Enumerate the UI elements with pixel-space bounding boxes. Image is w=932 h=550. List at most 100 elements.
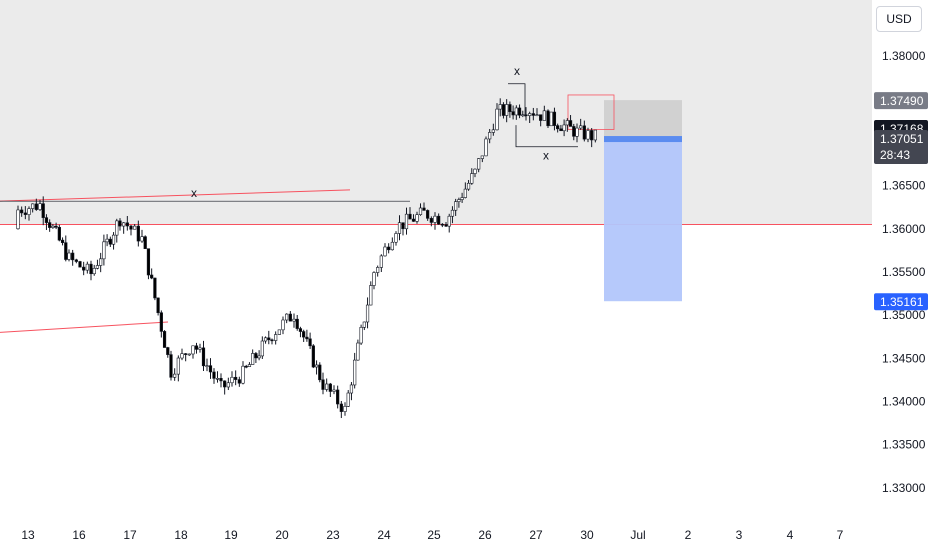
candle-body (480, 155, 484, 159)
candle-body (23, 212, 27, 215)
candle-body (241, 365, 245, 384)
supply-box (567, 94, 615, 130)
background-layer (0, 0, 872, 225)
candle-body (404, 213, 409, 230)
candle-body (208, 365, 213, 373)
candle-body (16, 209, 20, 230)
time-axis[interactable]: 13 16 17 18 19 20 23 24 25 26 27 30 Jul 2 3 4 7 (21, 528, 843, 542)
candle-body (426, 210, 430, 219)
price-axis-bg (872, 0, 932, 550)
candle-body (365, 304, 370, 323)
candle-body (422, 207, 426, 211)
candle-body (143, 236, 147, 249)
candle-body (463, 188, 467, 198)
time-tick-label: 7 (837, 528, 844, 542)
candle-body (292, 318, 296, 322)
candle-body (539, 114, 543, 121)
price-tag-label: 1.37490 (880, 94, 924, 108)
candle-body (44, 217, 49, 223)
candle-body (51, 225, 55, 228)
candle-body (99, 258, 103, 266)
candle-body (343, 406, 347, 412)
candle-body (546, 110, 550, 127)
candle-body (511, 111, 515, 116)
candle-body (473, 168, 477, 174)
candle-body (311, 345, 315, 368)
time-tick-label: Jul (630, 528, 645, 542)
candle-body (180, 353, 184, 359)
candle-body (219, 378, 223, 382)
time-tick-label: 27 (529, 528, 543, 542)
candle-body (383, 246, 387, 257)
annotation-x: x (543, 149, 549, 163)
price-tick-label: 1.35500 (882, 265, 926, 279)
candle-body (159, 312, 163, 332)
lower-trendline (0, 321, 169, 333)
high-bracket (508, 83, 526, 117)
price-tick-label: 1.33500 (882, 438, 926, 452)
candle-body (247, 364, 252, 367)
candle-body (501, 104, 506, 116)
candle-body (302, 331, 306, 338)
candle-body (498, 104, 502, 110)
candle-body (150, 274, 154, 279)
time-tick-label: 18 (174, 528, 188, 542)
candle-body (184, 353, 188, 355)
candle-body (593, 129, 597, 141)
candle-body (524, 114, 528, 117)
candle-body (201, 347, 206, 367)
candle-body (457, 199, 461, 202)
candle-body (411, 218, 416, 222)
candle-body (379, 255, 383, 268)
candle-body (514, 107, 518, 116)
candle-body (74, 259, 78, 262)
candle-body (397, 222, 402, 234)
stop-zone (604, 100, 682, 139)
countdown-label: 28:43 (880, 148, 910, 162)
candle-body (484, 138, 488, 157)
candle-body (305, 336, 309, 340)
candle-body (191, 345, 195, 355)
candle-body (257, 355, 261, 359)
candle-body (187, 353, 191, 356)
time-tick-label: 19 (224, 528, 238, 542)
price-tick-label: 1.36500 (882, 179, 926, 193)
candle-body (140, 236, 144, 242)
time-tick-label: 26 (478, 528, 492, 542)
currency-button[interactable]: USD (876, 6, 922, 32)
candle-body (277, 329, 281, 335)
candle-body (27, 208, 31, 215)
candle-body (531, 113, 535, 116)
time-tick-label: 24 (377, 528, 391, 542)
candle-body (440, 223, 444, 226)
time-tick-label: 13 (21, 528, 35, 542)
candle-body (118, 220, 122, 227)
candle-body (102, 241, 106, 260)
time-tick-label: 25 (427, 528, 441, 542)
candle-body (260, 340, 264, 357)
candle-body (308, 338, 312, 347)
candle-body (450, 209, 455, 217)
candle-body (433, 215, 437, 223)
price-tick-label: 1.34500 (882, 351, 926, 365)
candle-body (285, 313, 289, 321)
candle-body (460, 197, 464, 200)
price-tick-label: 1.34000 (882, 394, 926, 408)
candle-body (565, 120, 569, 126)
candle-body (590, 130, 594, 141)
candle-body (495, 108, 499, 131)
time-tick-label: 16 (72, 528, 86, 542)
candle-body (437, 215, 441, 225)
candle-body (115, 220, 119, 236)
candle-body (251, 353, 255, 365)
candle-body (166, 347, 170, 355)
annotation-x: x (514, 64, 520, 78)
price-axis[interactable]: 1.38000 1.36500 1.36000 1.35500 1.35000 1.345… (872, 0, 932, 550)
candle-body (508, 104, 512, 112)
candle-body (20, 209, 24, 214)
price-tag-label: 1.37051 (880, 132, 924, 146)
candle-body (48, 222, 52, 228)
